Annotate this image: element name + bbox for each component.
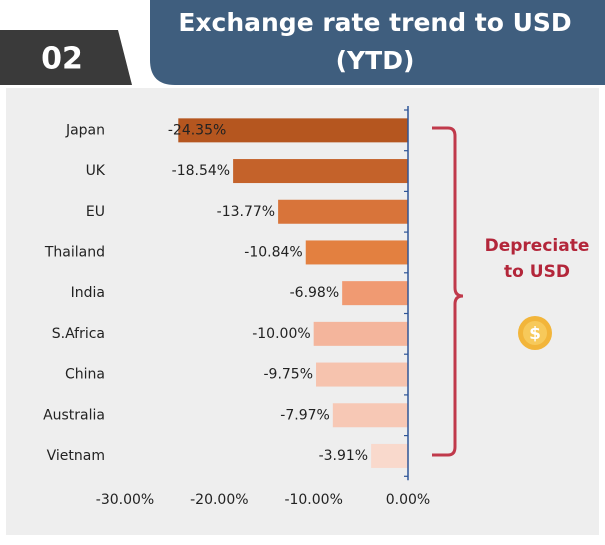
value-label: -7.97% [280, 407, 330, 423]
x-tick-label: -10.00% [284, 492, 342, 508]
bar [371, 443, 408, 468]
category-label: China [65, 367, 105, 383]
value-label: -3.91% [319, 448, 369, 464]
title-line: (YTD) [336, 46, 415, 75]
category-label: EU [86, 204, 105, 220]
badge-shape [0, 30, 132, 85]
bar [233, 159, 408, 184]
category-label: India [71, 285, 105, 301]
bar [332, 403, 408, 428]
category-label: Vietnam [47, 448, 105, 464]
value-label: -18.54% [172, 163, 230, 179]
bar [313, 321, 408, 346]
category-label: UK [86, 163, 106, 179]
bracket [432, 126, 464, 457]
category-label: Australia [43, 407, 105, 423]
annotation-line: Depreciate [485, 236, 590, 256]
category-label: Japan [65, 122, 105, 138]
x-tick-label: 0.00% [386, 492, 430, 508]
value-label: -9.75% [263, 367, 313, 383]
category-label: Thailand [44, 244, 105, 260]
bar [305, 240, 408, 265]
bar [278, 199, 408, 224]
coin-inner [523, 321, 547, 345]
badge: 02 [41, 42, 83, 77]
category-label: S.Africa [52, 326, 105, 342]
value-label: -10.84% [244, 244, 302, 260]
bar [342, 281, 408, 306]
bar [316, 362, 408, 387]
bar [178, 118, 408, 143]
value-label: -24.35% [168, 122, 226, 138]
plot: Japan -24.35% UK -18.54% EU -13.77% Thailand -1… [43, 106, 430, 508]
coin-symbol: $ [529, 324, 541, 344]
x-tick-label: -30.00% [96, 492, 154, 508]
panel [6, 88, 599, 535]
x-tick-label: -20.00% [190, 492, 248, 508]
annotation-line: to USD [504, 262, 570, 282]
title-line: Exchange rate trend to USD [178, 8, 571, 37]
title-banner [150, 0, 605, 85]
value-label: -13.77% [217, 204, 275, 220]
value-label: -10.00% [252, 326, 310, 342]
value-label: -6.98% [290, 285, 340, 301]
